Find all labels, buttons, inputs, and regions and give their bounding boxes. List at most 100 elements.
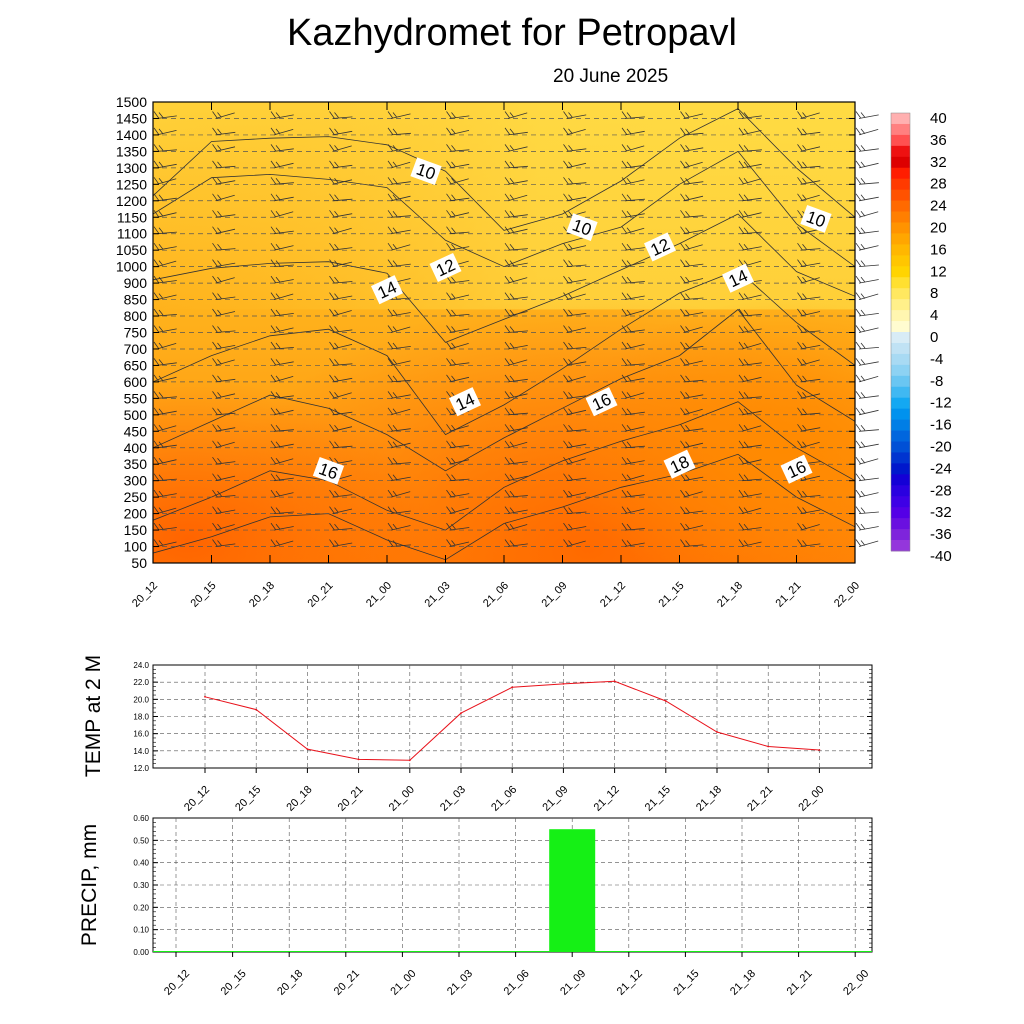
colorbar-segment <box>891 430 910 442</box>
y-tick-label: 750 <box>124 325 148 341</box>
precip-y-tick-label: 0.40 <box>133 859 149 868</box>
y-tick-label: 1150 <box>117 209 147 225</box>
colorbar-segment <box>891 266 910 278</box>
level-gridlines <box>153 118 855 547</box>
colorbar-segment <box>891 123 910 136</box>
temp-x-tick-label: 21_00 <box>387 784 417 814</box>
x-tick-label: 20_12 <box>130 580 160 610</box>
y-tick-label: 850 <box>124 292 148 308</box>
colorbar-segment <box>891 540 910 552</box>
colorbar-segment <box>891 200 910 212</box>
y-axis-labels: 1500145014001350130012501200115011001050… <box>116 94 855 571</box>
colorbar-segment <box>891 222 910 234</box>
colorbar-segment <box>891 364 910 377</box>
colorbar-segment <box>891 310 910 322</box>
temp-point <box>767 745 770 748</box>
y-tick-label: 350 <box>124 456 148 472</box>
colorbar-tick-label: -28 <box>930 482 952 499</box>
y-tick-label: 700 <box>124 341 148 357</box>
x-tick-label: 20_15 <box>189 580 219 610</box>
temp-y-axis-title: TEMP at 2 M <box>82 655 105 777</box>
temp-point <box>613 680 616 683</box>
colorbar-segment <box>891 419 910 431</box>
colorbar-segment <box>891 134 910 147</box>
colorbar-segment <box>891 463 910 475</box>
colorbar-tick-label: 24 <box>930 198 947 215</box>
precip-x-tick-label: 20_12 <box>162 968 192 998</box>
temp-point <box>306 748 309 750</box>
precip-x-tick-label: 20_21 <box>332 968 362 998</box>
precip-gridlines <box>153 818 872 952</box>
temp-x-tick-label: 21_18 <box>694 784 724 814</box>
temp-x-tick-label: 21_21 <box>745 784 775 814</box>
temperature-panel: 24.022.020.018.016.014.012.020_12 20_15 20… <box>82 655 873 814</box>
temp-point <box>408 759 411 762</box>
y-tick-label: 300 <box>124 473 148 489</box>
temp-x-tick-label: 20_18 <box>284 784 314 814</box>
colorbar: 4036322824201612840-4-8-12-16-20-24-28-3… <box>890 110 952 565</box>
x-tick-label: 21_15 <box>657 580 687 610</box>
colorbar-tick-label: -12 <box>930 395 952 412</box>
y-tick-label: 250 <box>124 489 148 505</box>
y-tick-label: 450 <box>124 423 148 439</box>
y-tick-label: 50 <box>131 555 147 571</box>
colorbar-tick-label: 4 <box>930 307 938 324</box>
precip-x-tick-label: 21_15 <box>671 968 701 998</box>
y-tick-label: 1200 <box>116 193 147 209</box>
precip-x-tick-label: 21_03 <box>445 968 475 998</box>
precip-x-tick-label: 21_00 <box>388 968 418 998</box>
colorbar-segment <box>891 277 910 289</box>
colorbar-tick-label: 8 <box>930 285 938 302</box>
chart-subtitle: 20 June 2025 <box>553 66 669 87</box>
precip-x-tick-label: 20_18 <box>275 968 305 998</box>
colorbar-segment <box>891 233 910 245</box>
colorbar-segment <box>891 288 910 300</box>
y-tick-label: 1450 <box>116 110 147 126</box>
temp-y-tick-label: 20.0 <box>133 695 149 704</box>
chart-title: Kazhydromet for Petropavl <box>287 12 737 54</box>
colorbar-tick-label: 12 <box>930 263 947 280</box>
colorbar-tick-label: -4 <box>930 351 943 368</box>
x-tick-label: 20_21 <box>306 580 336 610</box>
colorbar-segment <box>891 441 910 453</box>
x-tick-label: 21_06 <box>481 580 511 610</box>
colorbar-tick-label: -24 <box>930 460 952 477</box>
colorbar-segment <box>891 342 910 355</box>
precip-y-axis-title: PRECIP, mm <box>78 824 101 946</box>
colorbar-segment <box>891 408 910 420</box>
colorbar-segment <box>891 299 910 311</box>
temp-point <box>562 683 565 685</box>
contour-label: 10 <box>410 157 442 186</box>
y-tick-label: 500 <box>124 407 148 423</box>
temp-point <box>460 712 462 714</box>
y-tick-label: 550 <box>124 390 148 406</box>
colorbar-tick-label: 0 <box>930 329 938 346</box>
colorbar-tick-label: -40 <box>930 548 952 565</box>
temp-y-axis: 24.0 22.0 20.0 18.0 16.0 14.0 12.0 <box>133 661 872 773</box>
x-tick-label: 21_03 <box>423 580 453 610</box>
colorbar-segment <box>891 496 910 508</box>
temp-y-tick-label: 16.0 <box>133 730 149 739</box>
x-tick-label: 22_00 <box>832 580 862 610</box>
colorbar-tick-label: 28 <box>930 176 947 193</box>
y-tick-label: 1350 <box>116 143 147 159</box>
temp-point <box>204 695 206 698</box>
precip-x-tick-label: 21_21 <box>785 968 815 998</box>
precip-x-tick-label: 22_00 <box>841 968 871 998</box>
temp-y-tick-label: 18.0 <box>133 713 149 722</box>
precip-x-tick-label: 21_12 <box>615 968 645 998</box>
colorbar-segment <box>891 244 910 256</box>
colorbar-segment <box>891 529 910 541</box>
colorbar-tick-label: 16 <box>930 241 947 258</box>
y-tick-label: 1400 <box>116 127 147 143</box>
contour-label: 10 <box>800 205 832 233</box>
y-tick-label: 150 <box>124 522 148 538</box>
precip-y-axis: 0.60 0.50 0.40 0.30 0.20 0.10 0.00 <box>133 814 872 957</box>
y-tick-label: 100 <box>124 539 148 555</box>
temp-point <box>716 731 718 733</box>
temp-y-tick-label: 12.0 <box>133 764 149 773</box>
x-tick-label: 21_21 <box>774 580 804 610</box>
colorbar-segment <box>891 485 910 497</box>
temp-point <box>818 749 821 751</box>
